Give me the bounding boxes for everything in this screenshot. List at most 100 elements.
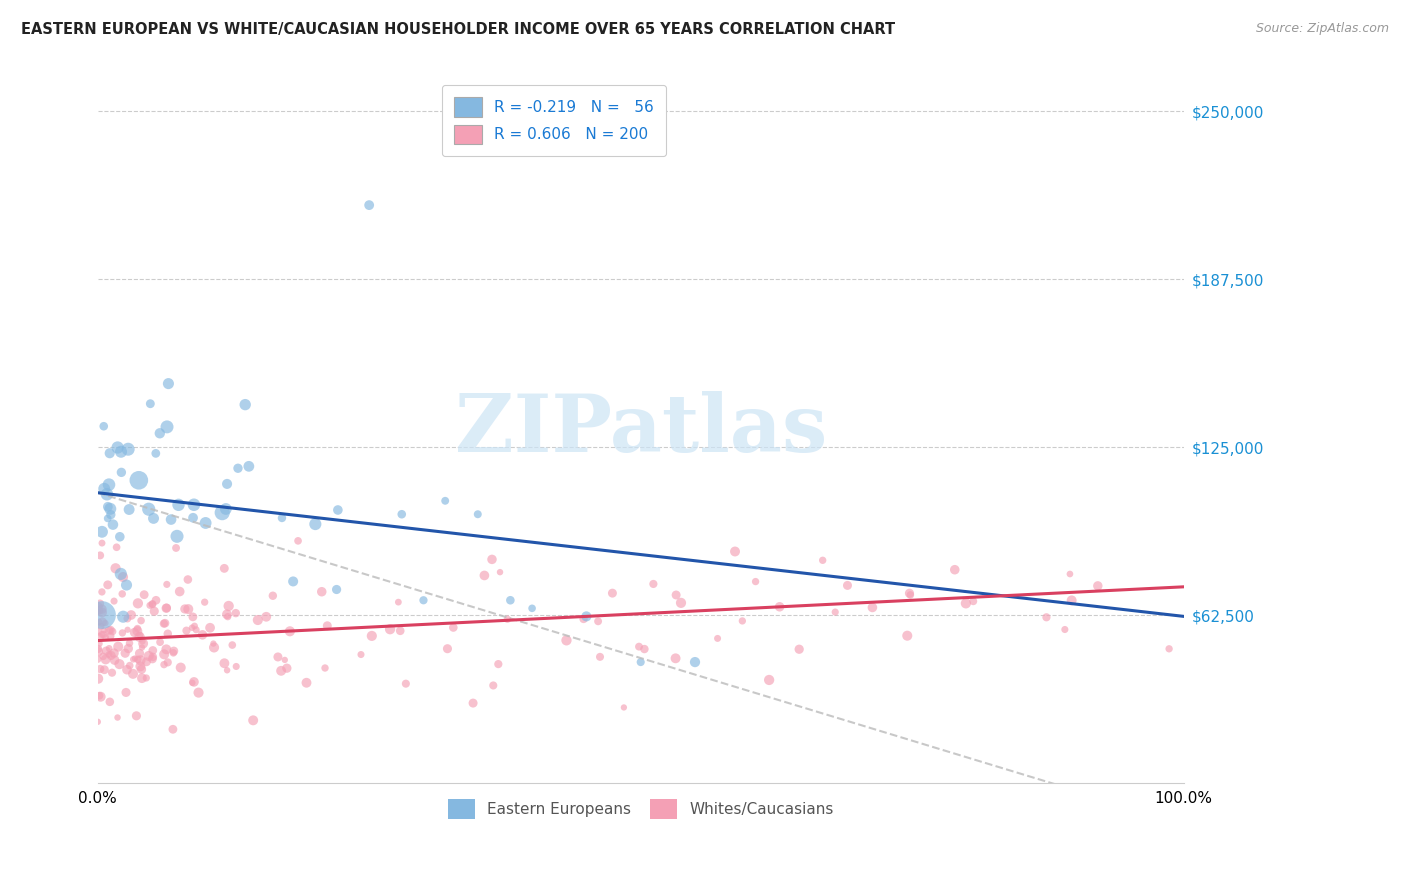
Point <box>1087 579 1109 593</box>
Point <box>118 502 141 516</box>
Text: ZIPatlas: ZIPatlas <box>454 392 827 469</box>
Point <box>162 723 184 737</box>
Point <box>627 640 650 654</box>
Point <box>441 621 464 635</box>
Point <box>254 609 277 624</box>
Point <box>215 502 238 516</box>
Point <box>278 624 301 639</box>
Point <box>238 459 260 474</box>
Point <box>304 517 326 532</box>
Point <box>395 676 418 690</box>
Point <box>1059 567 1081 582</box>
Point <box>97 624 120 638</box>
Point <box>93 482 115 496</box>
Point <box>89 597 111 611</box>
Point <box>103 646 125 660</box>
Point <box>117 623 139 637</box>
Point <box>359 198 381 212</box>
Point <box>706 632 728 646</box>
Point <box>183 498 205 512</box>
Point <box>89 637 111 651</box>
Point <box>589 649 612 664</box>
Point <box>128 473 150 487</box>
Point <box>1159 641 1181 656</box>
Point <box>389 624 412 638</box>
Point <box>412 593 434 607</box>
Point <box>768 599 790 614</box>
Point <box>155 601 177 615</box>
Point <box>87 624 110 639</box>
Point <box>630 655 652 669</box>
Point <box>111 570 134 584</box>
Point <box>101 665 124 680</box>
Point <box>242 714 264 728</box>
Point <box>181 610 204 624</box>
Point <box>489 565 512 579</box>
Text: EASTERN EUROPEAN VS WHITE/CAUCASIAN HOUSEHOLDER INCOME OVER 65 YEARS CORRELATION: EASTERN EUROPEAN VS WHITE/CAUCASIAN HOUS… <box>21 22 896 37</box>
Point <box>156 656 179 670</box>
Point <box>262 589 284 603</box>
Point <box>225 606 247 620</box>
Point <box>226 461 249 475</box>
Point <box>90 690 112 704</box>
Point <box>474 568 496 582</box>
Point <box>93 419 115 434</box>
Point <box>214 657 236 671</box>
Point <box>1053 623 1076 637</box>
Point <box>202 640 225 655</box>
Point <box>141 597 163 611</box>
Point <box>898 588 921 602</box>
Point <box>156 420 179 434</box>
Point <box>93 624 115 638</box>
Point <box>145 446 167 460</box>
Point <box>87 631 110 645</box>
Point <box>98 641 121 656</box>
Point <box>90 585 112 599</box>
Point <box>586 615 609 629</box>
Point <box>149 635 172 649</box>
Point <box>962 594 984 608</box>
Point <box>787 642 810 657</box>
Point <box>602 586 624 600</box>
Point <box>127 622 149 636</box>
Point <box>218 599 240 613</box>
Point <box>496 612 519 626</box>
Point <box>163 644 186 658</box>
Point <box>1035 610 1057 624</box>
Point <box>153 648 176 662</box>
Point <box>350 648 373 662</box>
Point <box>664 651 686 665</box>
Point <box>110 466 132 480</box>
Point <box>499 593 522 607</box>
Point <box>97 578 120 592</box>
Point <box>98 648 121 662</box>
Point <box>170 660 193 674</box>
Point <box>87 714 110 729</box>
Point <box>91 649 114 664</box>
Point <box>155 642 177 657</box>
Point <box>117 611 139 625</box>
Point <box>943 563 966 577</box>
Point <box>131 634 153 648</box>
Point <box>132 636 155 650</box>
Point <box>167 498 190 512</box>
Point <box>166 529 188 543</box>
Point <box>145 593 167 607</box>
Point <box>555 633 578 648</box>
Point <box>98 501 121 516</box>
Point <box>127 624 149 638</box>
Point <box>100 623 122 637</box>
Point <box>731 614 754 628</box>
Point <box>128 628 150 642</box>
Point <box>86 652 108 666</box>
Point <box>96 487 118 501</box>
Point <box>91 627 114 641</box>
Point <box>183 619 205 633</box>
Point <box>134 588 156 602</box>
Point <box>91 602 114 616</box>
Point <box>93 627 115 641</box>
Point <box>467 508 489 522</box>
Point <box>87 605 110 619</box>
Point <box>683 655 706 669</box>
Point <box>177 573 200 587</box>
